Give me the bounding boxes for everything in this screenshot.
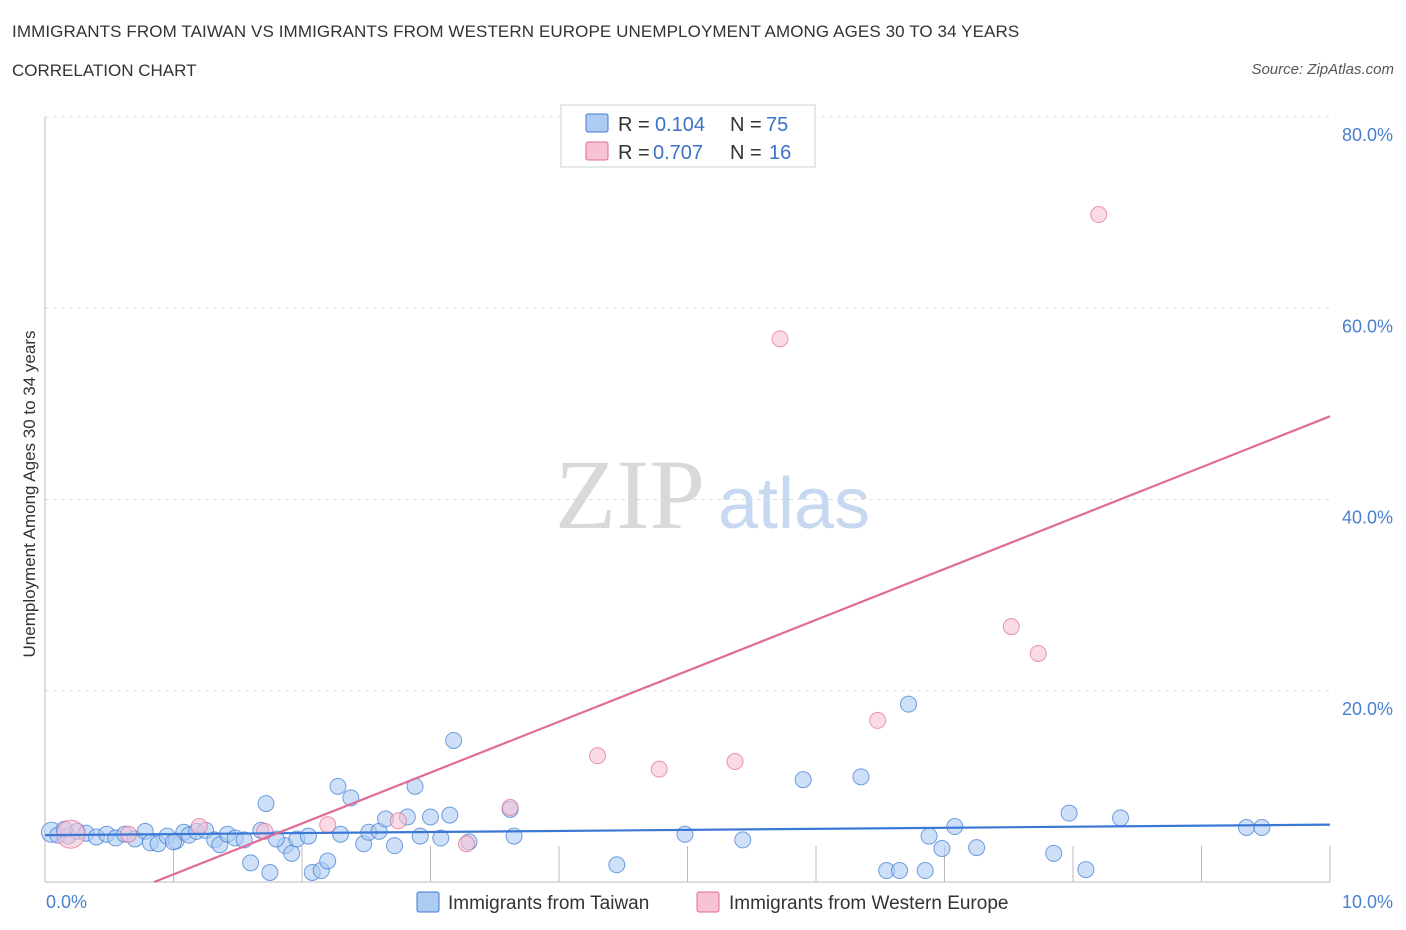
watermark-atlas: atlas: [718, 464, 870, 544]
legend-r-label: R =: [618, 114, 650, 136]
source-label: Source: ZipAtlas.com: [1251, 61, 1394, 78]
trend-line-taiwan: [44, 823, 1331, 837]
chart-subtitle: CORRELATION CHART: [12, 61, 197, 80]
gridlines: [45, 116, 1330, 692]
legend-box: R = 0.104 N = 75 R = 0.707 N = 16: [560, 104, 816, 168]
point-taiwan: [422, 808, 439, 826]
point-taiwan: [1112, 809, 1130, 827]
point-taiwan: [242, 854, 260, 872]
point-taiwan: [445, 731, 463, 749]
point-taiwan: [441, 806, 459, 824]
point-taiwan: [946, 818, 964, 836]
point-taiwan: [734, 831, 752, 849]
point-taiwan: [1077, 861, 1095, 879]
bottom-legend-swatch-taiwan: [416, 891, 440, 913]
point-taiwan: [968, 839, 986, 857]
bottom-legend-swatch-western-europe: [696, 891, 720, 913]
y-tick-label: 60.0%: [1342, 316, 1393, 336]
point-taiwan: [283, 844, 301, 862]
point-taiwan: [165, 833, 182, 851]
legend-n-value: 75: [766, 114, 788, 136]
trend-lines: [44, 415, 1331, 884]
y-tick-label: 80.0%: [1342, 125, 1393, 145]
legend-swatch-western-europe: [585, 141, 609, 161]
point-taiwan: [794, 771, 812, 789]
point-taiwan: [900, 695, 918, 713]
point-taiwan: [916, 862, 934, 880]
legend-n-label: N =: [730, 142, 762, 164]
legend-r-value: 0.104: [655, 114, 705, 136]
point-taiwan: [676, 825, 694, 843]
point-taiwan: [411, 827, 429, 845]
point-western-europe: [190, 818, 208, 836]
point-taiwan: [933, 840, 951, 858]
point-taiwan: [891, 862, 909, 880]
point-taiwan: [332, 825, 350, 843]
point-taiwan: [852, 768, 870, 786]
trend-line-western-europe: [153, 415, 1331, 884]
y-axis-label: Unemployment Among Ages 30 to 34 years: [20, 331, 39, 658]
y-tick-label: 40.0%: [1342, 508, 1393, 528]
axes: [44, 117, 1331, 883]
point-western-europe: [389, 812, 407, 830]
point-western-europe: [650, 760, 668, 778]
point-taiwan: [1045, 844, 1063, 862]
point-western-europe: [457, 835, 475, 853]
x-tick-labels: 0.0% 10.0%: [46, 892, 1393, 912]
y-tick-label: 20.0%: [1342, 699, 1393, 719]
bottom-legend-label-taiwan: Immigrants from Taiwan: [448, 893, 649, 914]
point-taiwan: [386, 837, 404, 855]
point-western-europe: [501, 798, 519, 816]
point-western-europe: [869, 711, 887, 729]
point-taiwan: [319, 852, 337, 870]
point-taiwan: [329, 777, 347, 795]
point-taiwan: [261, 863, 279, 881]
y-tick-labels: 20.0% 40.0% 60.0% 80.0%: [1342, 125, 1393, 719]
point-taiwan: [1060, 804, 1078, 822]
point-taiwan: [920, 827, 938, 845]
x-tick-label: 10.0%: [1342, 892, 1393, 912]
point-taiwan: [608, 856, 626, 874]
point-taiwan: [1237, 818, 1255, 836]
point-western-europe: [319, 816, 337, 834]
legend-r-value: 0.707: [653, 142, 703, 164]
bottom-legend: Immigrants from Taiwan Immigrants from W…: [416, 891, 1008, 914]
point-western-europe: [726, 753, 744, 771]
point-western-europe: [1002, 618, 1020, 636]
x-tick-label: 0.0%: [46, 892, 87, 912]
bottom-legend-label-western-europe: Immigrants from Western Europe: [729, 893, 1008, 914]
legend-n-value: 16: [769, 142, 791, 164]
chart-title: IMMIGRANTS FROM TAIWAN VS IMMIGRANTS FRO…: [12, 22, 1020, 41]
point-taiwan: [257, 795, 275, 813]
watermark: ZIP atlas: [555, 439, 870, 550]
point-taiwan: [1253, 818, 1271, 836]
point-western-europe: [1090, 206, 1108, 224]
legend-r-label: R =: [618, 142, 650, 164]
point-western-europe: [589, 747, 607, 765]
watermark-zip: ZIP: [555, 439, 705, 550]
legend-swatch-taiwan: [585, 113, 609, 133]
point-western-europe: [1029, 644, 1047, 662]
point-taiwan: [299, 827, 317, 845]
legend-n-label: N =: [730, 114, 762, 136]
point-taiwan: [432, 829, 450, 847]
point-western-europe: [771, 330, 789, 348]
